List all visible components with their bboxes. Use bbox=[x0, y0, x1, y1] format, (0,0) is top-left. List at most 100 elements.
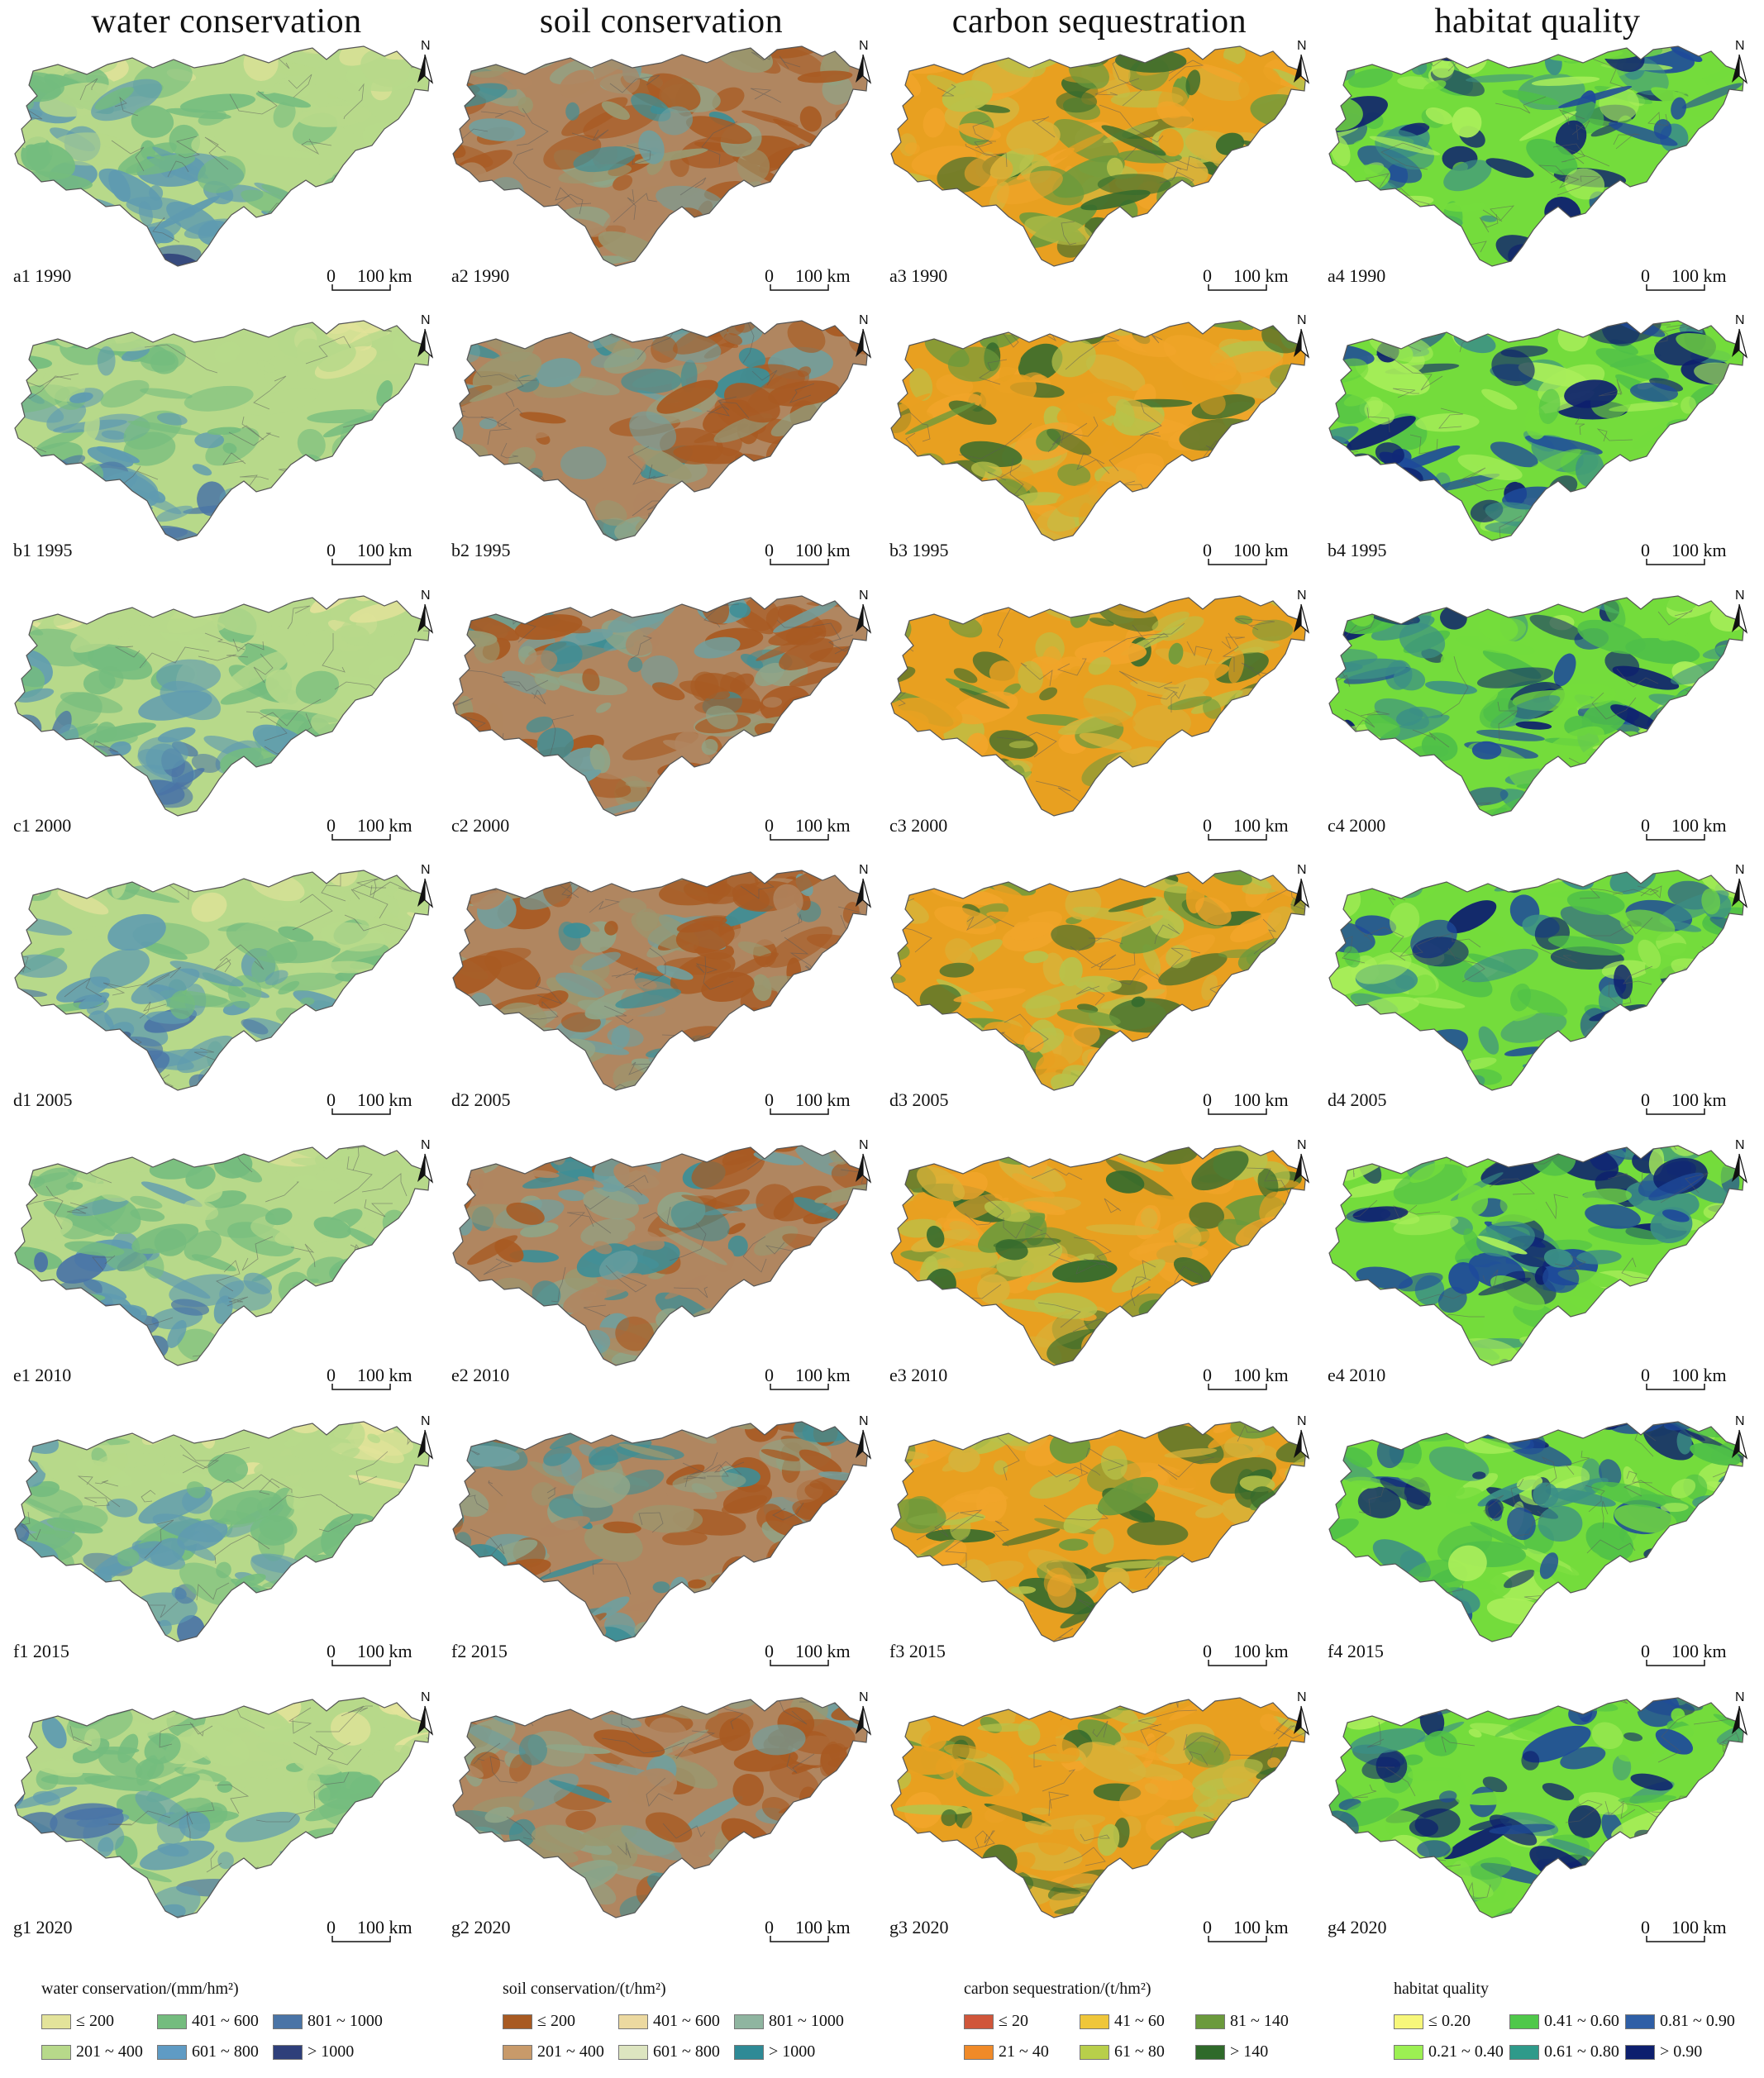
map-panel: g4 2020 0 100 km N bbox=[1328, 1690, 1748, 1942]
scale-zero: 0 bbox=[765, 1089, 774, 1110]
map-grid: a1 1990 0 100 km Na2 1990 0 100 km Na3 1990 0 10… bbox=[13, 39, 1748, 1942]
scale-distance: 100 km bbox=[357, 1917, 412, 1937]
scale-distance: 100 km bbox=[1671, 1089, 1727, 1110]
legend-label: 401 ~ 600 bbox=[192, 2012, 259, 2030]
column-title-water: water conservation bbox=[91, 2, 362, 41]
scale-distance: 100 km bbox=[357, 265, 412, 286]
scale-bar: 0 100 km bbox=[1641, 1641, 1727, 1666]
scale-zero: 0 bbox=[765, 265, 774, 286]
panel-label: a2 1990 bbox=[451, 265, 509, 286]
panel-label: f4 2015 bbox=[1328, 1641, 1384, 1661]
scale-bar: 0 100 km bbox=[327, 1089, 412, 1115]
north-arrow-icon: N bbox=[1294, 863, 1310, 908]
north-arrow-icon: N bbox=[417, 1414, 434, 1460]
legend-swatch bbox=[1080, 2014, 1109, 2029]
legend-item: 0.21 ~ 0.40 bbox=[1394, 2042, 1509, 2061]
legend-item: ≤ 20 bbox=[964, 2012, 1080, 2031]
scale-zero: 0 bbox=[765, 1641, 774, 1661]
legend-carbon: carbon sequestration/(t/hm²) ≤ 20 41 ~ 60… bbox=[964, 1980, 1377, 2061]
north-arrow-icon: N bbox=[417, 863, 434, 908]
scale-bar: 0 100 km bbox=[1203, 1917, 1289, 1942]
scale-bar: 0 100 km bbox=[765, 1641, 851, 1666]
panel-label: a1 1990 bbox=[13, 265, 71, 286]
panel-label: d3 2005 bbox=[889, 1089, 949, 1110]
panel-label: g3 2020 bbox=[889, 1917, 949, 1937]
panel-label: b1 1995 bbox=[13, 540, 73, 560]
legend-swatch bbox=[1625, 2044, 1655, 2060]
panel-label: a4 1990 bbox=[1328, 265, 1385, 286]
legend-item: 21 ~ 40 bbox=[964, 2042, 1080, 2061]
panel-label: e3 2010 bbox=[889, 1365, 947, 1385]
scale-distance: 100 km bbox=[1233, 265, 1289, 286]
legend-swatch bbox=[157, 2014, 187, 2029]
scale-bar: 0 100 km bbox=[1203, 265, 1289, 291]
north-arrow-icon: N bbox=[1732, 863, 1748, 908]
scale-zero: 0 bbox=[327, 1641, 336, 1661]
scale-bar: 0 100 km bbox=[327, 1917, 412, 1942]
scale-bar: 0 100 km bbox=[327, 540, 412, 565]
legend-label: 0.81 ~ 0.90 bbox=[1660, 2012, 1735, 2030]
legend-swatch bbox=[1195, 2014, 1225, 2029]
scale-zero: 0 bbox=[1203, 1917, 1212, 1937]
legend-title: water conservation/(mm/hm²) bbox=[41, 1980, 239, 1998]
legend-item: 0.41 ~ 0.60 bbox=[1509, 2012, 1625, 2031]
scale-bar: 0 100 km bbox=[1641, 265, 1727, 291]
scale-bar: 0 100 km bbox=[327, 1365, 412, 1390]
scale-distance: 100 km bbox=[1233, 815, 1289, 836]
scale-bar: 0 100 km bbox=[1641, 815, 1727, 841]
scale-distance: 100 km bbox=[1671, 815, 1727, 836]
panel-label: g2 2020 bbox=[451, 1917, 511, 1937]
legend-label: 801 ~ 1000 bbox=[769, 2012, 844, 2030]
north-letter: N bbox=[859, 39, 869, 53]
scale-distance: 100 km bbox=[795, 1917, 851, 1937]
scale-distance: 100 km bbox=[357, 1089, 412, 1110]
map-panel: a1 1990 0 100 km N bbox=[13, 39, 434, 291]
north-arrow-icon: N bbox=[1732, 1414, 1748, 1460]
scale-zero: 0 bbox=[327, 815, 336, 836]
scale-zero: 0 bbox=[765, 1365, 774, 1385]
panel-label: c4 2000 bbox=[1328, 815, 1385, 836]
scale-zero: 0 bbox=[765, 815, 774, 836]
scale-distance: 100 km bbox=[795, 1641, 851, 1661]
north-arrow-icon: N bbox=[1732, 1138, 1748, 1184]
legend-habitat: habitat quality ≤ 0.20 0.41 ~ 0.60 0.81 ~ … bbox=[1394, 1980, 1764, 2061]
legend-swatch bbox=[503, 2044, 532, 2060]
north-arrow-icon: N bbox=[417, 1138, 434, 1184]
north-letter: N bbox=[421, 1138, 431, 1152]
panel-label: d2 2005 bbox=[451, 1089, 511, 1110]
legend-swatch bbox=[1625, 2014, 1655, 2029]
scale-bar: 0 100 km bbox=[1641, 1917, 1727, 1942]
north-arrow-icon: N bbox=[856, 863, 872, 908]
legend-item: ≤ 200 bbox=[503, 2012, 618, 2031]
legend-swatch bbox=[157, 2044, 187, 2060]
scale-zero: 0 bbox=[327, 1365, 336, 1385]
map-panel: e4 2010 0 100 km N bbox=[1328, 1138, 1748, 1390]
north-letter: N bbox=[421, 313, 431, 327]
north-letter: N bbox=[1735, 589, 1745, 603]
panel-label: c1 2000 bbox=[13, 815, 71, 836]
legend-label: 0.21 ~ 0.40 bbox=[1428, 2042, 1504, 2061]
scale-distance: 100 km bbox=[1671, 265, 1727, 286]
legend-label: > 1000 bbox=[308, 2042, 355, 2061]
scale-zero: 0 bbox=[1203, 1641, 1212, 1661]
legend-item: 81 ~ 140 bbox=[1195, 2012, 1319, 2031]
column-title-habitat: habitat quality bbox=[1434, 2, 1641, 41]
north-arrow-icon: N bbox=[856, 1690, 872, 1736]
legend-item: 401 ~ 600 bbox=[618, 2012, 734, 2031]
legend-item: 401 ~ 600 bbox=[157, 2012, 273, 2031]
legend-swatch bbox=[1394, 2014, 1423, 2029]
north-letter: N bbox=[1297, 313, 1307, 327]
scale-bar: 0 100 km bbox=[765, 1089, 851, 1115]
panel-label: c2 2000 bbox=[451, 815, 509, 836]
scale-bar: 0 100 km bbox=[765, 1365, 851, 1390]
panel-label: a3 1990 bbox=[889, 265, 947, 286]
north-arrow-icon: N bbox=[1732, 589, 1748, 634]
legend-swatch bbox=[273, 2014, 303, 2029]
scale-zero: 0 bbox=[1641, 1641, 1650, 1661]
scale-distance: 100 km bbox=[1233, 540, 1289, 560]
legend-item: 61 ~ 80 bbox=[1080, 2042, 1195, 2061]
scale-bar: 0 100 km bbox=[327, 815, 412, 841]
scale-distance: 100 km bbox=[1233, 1641, 1289, 1661]
legend-item: ≤ 200 bbox=[41, 2012, 157, 2031]
legend-title: habitat quality bbox=[1394, 1980, 1489, 1998]
